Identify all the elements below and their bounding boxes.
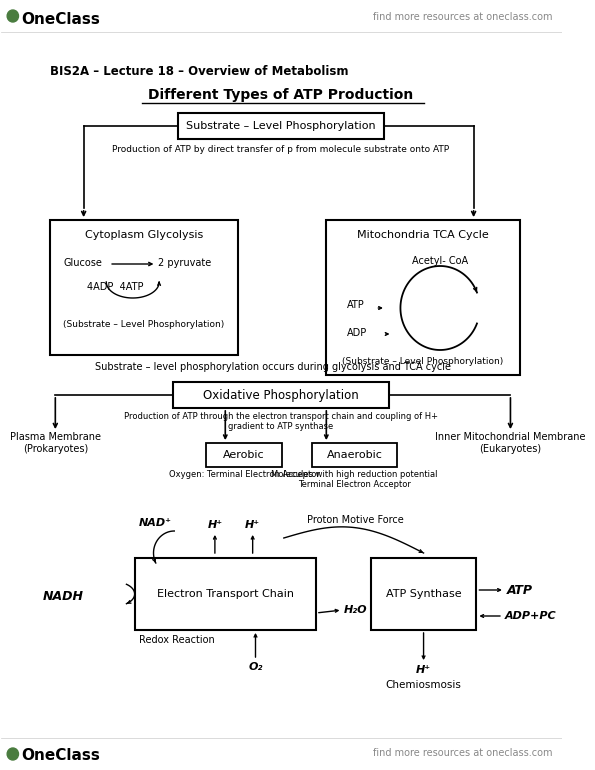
Circle shape [7,10,18,22]
FancyBboxPatch shape [312,443,397,467]
Text: Proton Motive Force: Proton Motive Force [306,514,403,524]
Text: (Substrate – Level Phosphorylation): (Substrate – Level Phosphorylation) [343,357,504,366]
FancyBboxPatch shape [49,220,239,355]
FancyBboxPatch shape [371,558,477,630]
Text: H⁺: H⁺ [416,665,431,675]
Text: H⁺: H⁺ [207,520,223,530]
FancyBboxPatch shape [134,558,316,630]
Text: (Substrate – Level Phosphorylation): (Substrate – Level Phosphorylation) [64,320,225,329]
Text: Anaerobic: Anaerobic [327,450,383,460]
Circle shape [7,748,18,760]
FancyBboxPatch shape [178,113,384,139]
Text: Substrate – Level Phosphorylation: Substrate – Level Phosphorylation [186,121,376,131]
Text: ATP Synthase: ATP Synthase [386,589,461,599]
Text: Chemiosmosis: Chemiosmosis [386,680,462,690]
Text: 4ADP  4ATP: 4ADP 4ATP [87,282,144,292]
Text: H⁺: H⁺ [245,520,260,530]
Text: BIS2A – Lecture 18 – Overview of Metabolism: BIS2A – Lecture 18 – Overview of Metabol… [49,65,348,78]
Text: Inner Mitochondrial Membrane
(Eukaryotes): Inner Mitochondrial Membrane (Eukaryotes… [435,432,585,454]
Text: NAD⁺: NAD⁺ [139,518,172,528]
Text: Oxygen: Terminal Electron Acceptor: Oxygen: Terminal Electron Acceptor [169,470,320,479]
Text: Aerobic: Aerobic [223,450,265,460]
Text: H₂O: H₂O [345,605,368,615]
Text: Production of ATP through the electron transport chain and coupling of H+
gradie: Production of ATP through the electron t… [124,412,438,431]
Text: Electron Transport Chain: Electron Transport Chain [156,589,294,599]
Text: Glucose: Glucose [64,258,103,268]
Text: ADP+PC: ADP+PC [505,611,556,621]
Text: ATP: ATP [347,300,365,310]
Text: Plasma Membrane
(Prokaryotes): Plasma Membrane (Prokaryotes) [10,432,101,454]
Text: Different Types of ATP Production: Different Types of ATP Production [148,88,414,102]
FancyBboxPatch shape [326,220,520,375]
Text: Redox Reaction: Redox Reaction [139,635,215,645]
Text: find more resources at oneclass.com: find more resources at oneclass.com [374,748,553,758]
Text: O₂: O₂ [248,662,262,672]
Text: Mitochondria TCA Cycle: Mitochondria TCA Cycle [357,230,489,240]
Text: 2 pyruvate: 2 pyruvate [158,258,211,268]
FancyBboxPatch shape [173,382,389,408]
Text: Cytoplasm Glycolysis: Cytoplasm Glycolysis [85,230,203,240]
Text: Acetyl- CoA: Acetyl- CoA [412,256,468,266]
Text: OneClass: OneClass [21,12,100,27]
Text: Production of ATP by direct transfer of p from molecule substrate onto ATP: Production of ATP by direct transfer of … [112,145,450,154]
FancyBboxPatch shape [206,443,282,467]
Text: OneClass: OneClass [21,748,100,763]
Text: find more resources at oneclass.com: find more resources at oneclass.com [374,12,553,22]
Text: Molecules with high reduction potential
Terminal Electron Acceptor: Molecules with high reduction potential … [271,470,438,490]
Text: ADP: ADP [347,328,367,338]
Text: Oxidative Phosphorylation: Oxidative Phosphorylation [203,389,359,401]
Text: ATP: ATP [507,584,533,597]
Text: NADH: NADH [43,590,84,602]
Text: Substrate – level phosphorylation occurs during glycolysis and TCA cycle: Substrate – level phosphorylation occurs… [95,362,451,372]
